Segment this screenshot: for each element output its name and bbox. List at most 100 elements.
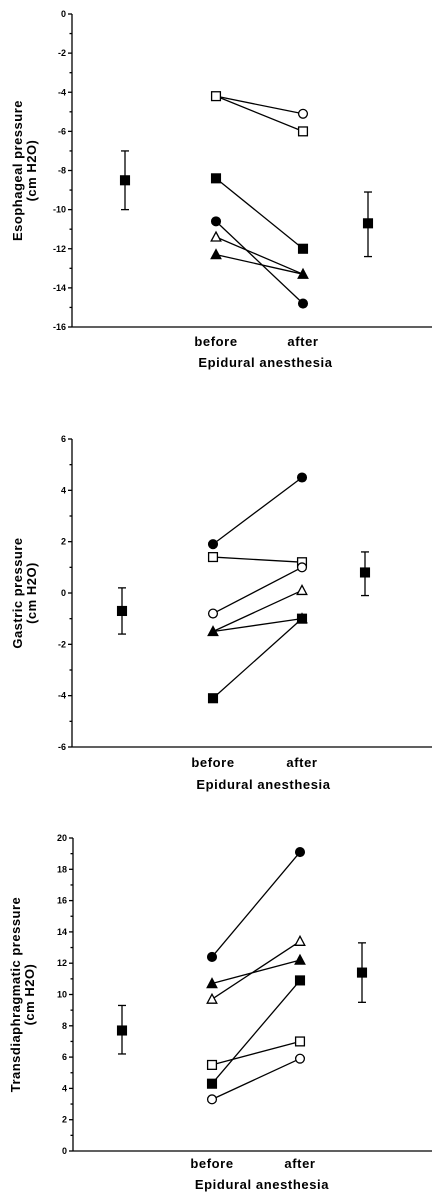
x-axis-title: Epidural anesthesia <box>198 355 332 370</box>
data-point-before <box>206 992 218 1004</box>
subject-line <box>215 95 304 132</box>
y-tick-label: 12 <box>57 958 67 968</box>
x-category-label-after: after <box>287 334 318 349</box>
subject-line <box>215 236 304 275</box>
y-tick-label: 20 <box>57 833 67 843</box>
subject-line <box>215 177 304 250</box>
y-tick-label: 2 <box>61 537 66 547</box>
data-point-before <box>210 230 222 242</box>
x-category-label-after: after <box>286 755 317 770</box>
subject-line <box>211 1040 301 1066</box>
subject-line <box>211 940 301 1000</box>
data-point-before <box>206 977 218 989</box>
y-axis-unit: (cm H2O) <box>24 140 39 202</box>
data-point-before <box>206 1078 218 1089</box>
x-category-label-after: after <box>284 1156 315 1171</box>
y-tick-label: 0 <box>61 588 66 598</box>
subject-line <box>211 979 301 1085</box>
data-point-after <box>297 126 309 137</box>
y-tick-label: 14 <box>57 927 67 937</box>
panel-gastric-pressure: -6 -4 -2 0 2 4 6 Gastric pressure (cm H2O) before… <box>10 434 432 792</box>
subject-line <box>212 566 303 615</box>
y-tick-label: -16 <box>53 322 66 332</box>
y-axis-unit: (cm H2O) <box>22 964 37 1026</box>
subject-line <box>212 476 303 545</box>
x-category-label-before: before <box>190 1156 233 1171</box>
y-tick-label: -12 <box>53 244 66 254</box>
y-tick-label: 4 <box>61 485 66 495</box>
y-tick-label: -4 <box>58 691 66 701</box>
subject-line <box>215 220 304 304</box>
x-axis-title: Epidural anesthesia <box>196 777 330 792</box>
data-point-after <box>297 298 309 309</box>
panel-esophageal-pressure: -16 -14 -12 -10 -8 -6 -4 -2 0 Esophageal pressure… <box>10 9 432 370</box>
subject-line <box>215 95 304 115</box>
data-point-before <box>207 539 219 550</box>
data-point-before <box>207 693 219 704</box>
subject-line <box>212 589 303 633</box>
data-point-after <box>296 613 308 624</box>
y-tick-label: 6 <box>62 1052 67 1062</box>
y-tick-label: 18 <box>57 864 67 874</box>
mean-marker <box>116 1025 128 1036</box>
x-category-label-before: before <box>191 755 234 770</box>
subject-line <box>211 1058 301 1100</box>
data-point-after <box>297 267 309 279</box>
mean-marker <box>356 967 368 978</box>
data-point-after <box>296 472 308 483</box>
y-tick-label: 8 <box>62 1021 67 1031</box>
subject-line <box>211 959 301 985</box>
data-point-after <box>294 953 306 965</box>
data-point-before <box>210 173 222 184</box>
y-tick-label: -6 <box>58 742 66 752</box>
y-tick-label: -2 <box>58 639 66 649</box>
data-point-before <box>207 552 219 563</box>
data-point-before <box>207 608 219 619</box>
data-point-after <box>296 562 308 573</box>
y-tick-label: -8 <box>58 166 66 176</box>
mean-marker <box>116 605 128 617</box>
data-point-after <box>297 108 309 119</box>
mean-marker <box>359 567 371 578</box>
y-tick-label: 0 <box>62 1146 67 1156</box>
y-tick-label: 0 <box>61 9 66 19</box>
y-tick-label: 2 <box>62 1115 67 1125</box>
y-tick-label: -14 <box>53 283 66 293</box>
y-tick-label: 16 <box>57 896 67 906</box>
subject-line <box>215 253 304 275</box>
x-axis-title: Epidural anesthesia <box>195 1177 329 1192</box>
data-point-before <box>206 1094 218 1105</box>
data-point-before <box>210 216 222 227</box>
data-point-after <box>297 243 309 254</box>
data-point-after <box>294 1053 306 1064</box>
subject-line <box>212 618 303 633</box>
y-tick-label: 6 <box>61 434 66 444</box>
y-tick-label: 10 <box>57 990 67 1000</box>
data-point-before <box>207 625 219 637</box>
y-axis-unit: (cm H2O) <box>24 562 39 624</box>
y-tick-label: -2 <box>58 48 66 58</box>
y-axis-title: Transdiaphragmatic pressure <box>8 897 23 1093</box>
y-tick-label: 4 <box>62 1083 67 1093</box>
y-tick-label: -10 <box>53 205 66 215</box>
x-category-label-before: before <box>194 334 237 349</box>
mean-marker <box>362 218 374 229</box>
panel-transdiaphragmatic-pressure: 0 2 4 6 8 10 12 14 16 18 20 Transdiaphragmatic pres… <box>8 833 432 1192</box>
data-point-after <box>294 934 306 946</box>
data-point-after <box>294 847 306 858</box>
data-point-after <box>294 1036 306 1047</box>
data-point-before <box>206 951 218 962</box>
subject-line <box>212 556 303 563</box>
y-axis-title: Gastric pressure <box>10 537 25 648</box>
mean-marker <box>119 175 131 186</box>
data-point-after <box>296 584 308 596</box>
data-point-before <box>210 91 222 102</box>
y-axis-title: Esophageal pressure <box>10 100 25 241</box>
subject-line <box>211 851 301 958</box>
subject-line <box>212 618 303 699</box>
data-point-before <box>206 1059 218 1070</box>
data-point-before <box>210 248 222 260</box>
y-tick-label: -4 <box>58 87 66 97</box>
y-tick-label: -6 <box>58 126 66 136</box>
